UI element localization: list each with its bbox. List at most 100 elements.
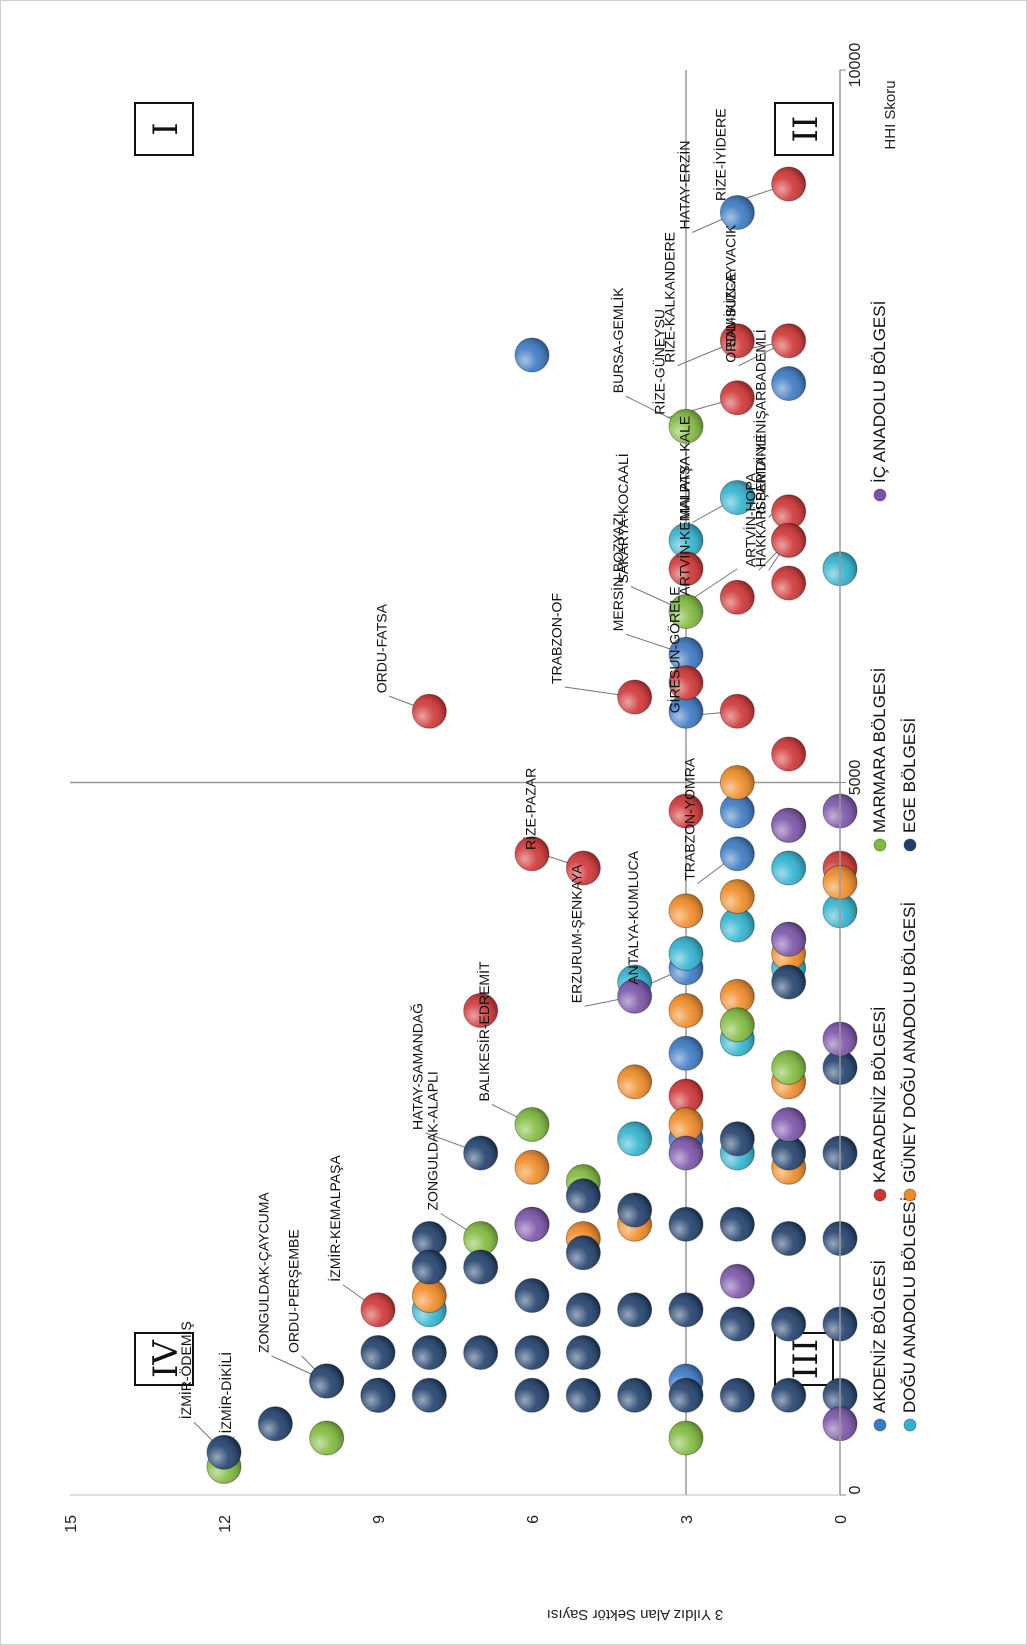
data-point-shine xyxy=(720,195,755,230)
data-point-shine xyxy=(617,1193,652,1227)
data-point-shine xyxy=(720,323,755,358)
point-label: ORDU-İKİZCE xyxy=(722,272,739,363)
point-label: ISPARTA-YENİŞARBADEMLİ xyxy=(752,329,769,514)
data-point-shine xyxy=(669,1107,703,1142)
point-label: TRABZON-YOMRA xyxy=(681,757,697,881)
data-point-shine xyxy=(720,1264,755,1299)
data-point-shine xyxy=(361,1335,395,1370)
legend-marker xyxy=(903,838,917,852)
point-label: ORDU-PERŞEMBE xyxy=(286,1229,302,1353)
data-point-shine xyxy=(720,1378,755,1413)
data-point-shine xyxy=(669,893,703,928)
y-tick-label: 9 xyxy=(371,1515,388,1524)
data-point-shine xyxy=(412,1278,447,1313)
point-label: RİZE-PAZAR xyxy=(521,768,538,850)
legend-marker xyxy=(873,488,887,502)
data-point-shine xyxy=(669,1421,703,1455)
legend-marker xyxy=(903,1418,917,1432)
point-label: HAKKARİ-ŞEMDİNLİ xyxy=(752,435,769,567)
data-point-shine xyxy=(669,936,703,971)
legend-label: MARMARA BÖLGESİ xyxy=(870,668,889,833)
data-point-shine xyxy=(669,1378,703,1413)
y-tick-label: 3 xyxy=(679,1515,696,1524)
data-point-shine xyxy=(515,1150,549,1185)
point-label: HATAY-ERZİN xyxy=(675,141,692,230)
data-point-shine xyxy=(566,1292,601,1327)
y-tick-label: 12 xyxy=(217,1515,234,1533)
data-point-shine xyxy=(566,1235,601,1270)
data-point-shine xyxy=(771,523,806,558)
data-point-shine xyxy=(771,1307,806,1341)
data-point-shine xyxy=(669,551,703,586)
point-label: SAKARYA-KOCAALİ xyxy=(614,453,631,583)
data-point-shine xyxy=(720,979,755,1014)
data-point-shine xyxy=(617,1378,652,1413)
quadrant-label: I xyxy=(146,122,186,135)
point-label: ARTVİN-HOPA xyxy=(742,472,759,567)
legend: AKDENİZ BÖLGESİ DOĞU ANADOLU BÖLGESİ KARAD… xyxy=(870,301,919,1432)
data-point-shine xyxy=(309,1421,344,1455)
data-point-shine xyxy=(771,366,806,401)
data-point-shine xyxy=(463,1221,498,1256)
quadrant-label: IV xyxy=(146,1339,186,1378)
data-point-shine xyxy=(720,765,755,800)
data-point-shine xyxy=(720,836,755,871)
data-point-shine xyxy=(771,851,806,885)
legend-marker xyxy=(903,1188,917,1202)
legend-label: GÜNEY DOĞU ANADOLU BÖLGESİ xyxy=(900,902,919,1183)
data-point-shine xyxy=(463,993,498,1028)
x-axis-title: HHI Skoru xyxy=(882,80,899,149)
legend-marker xyxy=(873,838,887,852)
data-point-shine xyxy=(515,338,549,372)
point-label: SAMSUN-AYVACIK xyxy=(723,224,739,348)
point-label: ZONGULDAK-ALAPLI xyxy=(425,1071,441,1210)
point-label: ERZURUM-ŞENKAYA xyxy=(569,864,585,1003)
data-point-shine xyxy=(720,1307,755,1341)
data-point-shine xyxy=(720,480,755,515)
data-point-shine xyxy=(309,1364,344,1398)
data-point-shine xyxy=(566,1178,601,1213)
data-point-shine xyxy=(412,1378,447,1413)
data-point-shine xyxy=(771,494,806,529)
quadrant-label: II xyxy=(786,116,826,143)
legend-label: EGE BÖLGESİ xyxy=(900,718,919,833)
y-tick-label: 15 xyxy=(63,1515,80,1533)
data-point-shine xyxy=(412,1221,447,1256)
data-point-shine xyxy=(361,1378,395,1413)
axis-layer: 0 5000 10000 0 3 6 9 12 15 HHI Skoru 3 Yıldız Alan… xyxy=(63,43,899,1623)
data-point-shine xyxy=(669,694,703,729)
point-label: İZMİR-DİKİLİ xyxy=(217,1352,234,1434)
point-label: RİZE-GÜNEYSU xyxy=(650,309,667,415)
data-point-shine xyxy=(617,979,652,1014)
x-tick-label: 5000 xyxy=(847,760,864,796)
data-point-shine xyxy=(258,1406,293,1441)
data-point-shine xyxy=(771,323,806,358)
data-point-shine xyxy=(720,380,755,415)
legend-label: DOĞU ANADOLU BÖLGESİ xyxy=(900,1197,919,1413)
data-point-shine xyxy=(720,1007,755,1042)
point-label: ORDU-FATSA xyxy=(373,603,389,693)
data-point-shine xyxy=(515,1207,549,1242)
leader-line xyxy=(692,568,738,600)
point-label: RİZE-KALKANDERE xyxy=(660,232,677,363)
y-tick-label: 6 xyxy=(525,1515,542,1524)
x-tick-label: 10000 xyxy=(847,43,864,88)
point-layer xyxy=(206,166,858,1484)
data-point-shine xyxy=(566,851,601,885)
data-point-shine xyxy=(515,1378,549,1413)
quadrant-box xyxy=(134,102,194,156)
data-point-shine xyxy=(720,1207,755,1242)
data-point-shine xyxy=(720,1121,755,1156)
data-point-shine xyxy=(669,523,703,558)
quadrant-box xyxy=(134,1332,194,1386)
grid-layer xyxy=(70,70,840,1495)
data-point-shine xyxy=(412,1335,447,1370)
data-point-shine xyxy=(463,1250,498,1284)
data-point-shine xyxy=(669,665,703,700)
data-point-shine xyxy=(515,1278,549,1313)
point-label: TRABZON-OF xyxy=(549,593,565,684)
data-point-shine xyxy=(412,1250,447,1284)
